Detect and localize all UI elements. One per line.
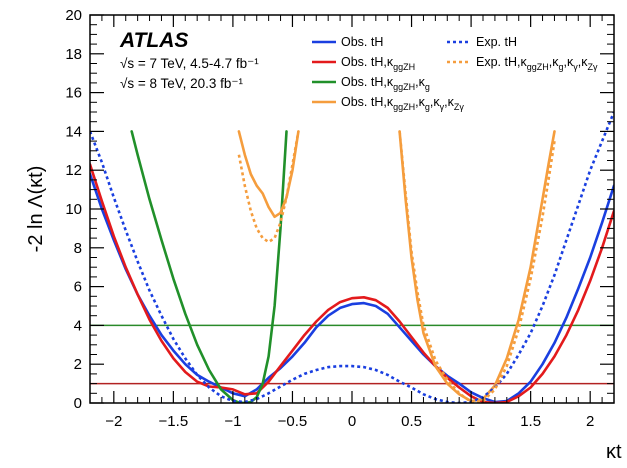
axis-ticks — [89, 14, 615, 404]
atlas-label: ATLAS — [119, 29, 188, 52]
legend-entry-obs-th-ggzh: Obs. tH,κggZH — [312, 55, 415, 72]
legend-entry-exp-th: Exp. tH — [447, 35, 517, 49]
x-tick-label: 1.5 — [520, 413, 541, 430]
legend-entry-exp-th-ggzh-g-z: Exp. tH,κggZH,κg,κγ,κZγ — [447, 55, 598, 72]
series-line-obs-th-ggzh — [90, 163, 614, 403]
x-tick-label: 1 — [467, 413, 475, 430]
legend-label: Exp. tH — [476, 35, 517, 49]
legend-label: Obs. tH,κggZH,κg,κγ,κZγ — [341, 95, 464, 112]
y-tick-label: 4 — [74, 317, 82, 334]
legend: Obs. tH Obs. tH,κggZH Obs. tH,κggZH,κg Obs.… — [312, 35, 598, 112]
y-tick-label: 0 — [74, 395, 82, 412]
legend-label: Obs. tH — [341, 35, 383, 49]
y-tick-label: 18 — [65, 46, 82, 63]
series-line-exp-th-ggzh-g-z-part-1 — [237, 131, 300, 244]
x-tick-label: 0.5 — [401, 413, 422, 430]
series-line-exp-th — [90, 111, 614, 403]
x-axis-title: κt — [606, 441, 622, 463]
x-tick-label: −1.5 — [159, 413, 189, 430]
x-tick-label: −1 — [224, 413, 241, 430]
y-axis-title: -2 ln Λ(κt) — [25, 166, 47, 253]
energy-line-7tev: √s = 7 TeV, 4.5-4.7 fb⁻¹ — [120, 56, 259, 71]
energy-line-8tev: √s = 8 TeV, 20.3 fb⁻¹ — [120, 76, 243, 91]
y-tick-label: 10 — [65, 201, 82, 218]
legend-entry-obs-th-ggzh-g-z: Obs. tH,κggZH,κg,κγ,κZγ — [312, 95, 464, 112]
plot-area — [89, 14, 615, 404]
series-line-obs-th-ggzh-g-z-part-1 — [237, 130, 300, 219]
y-tick-label: 6 — [74, 279, 82, 296]
reference-lines — [90, 324, 614, 385]
x-tick-label: 0 — [348, 413, 356, 430]
legend-entry-obs-th-ggzh-g: Obs. tH,κggZH,κg — [312, 75, 430, 92]
y-tick-label: 12 — [65, 162, 82, 179]
legend-label: Exp. tH,κggZH,κg,κγ,κZγ — [476, 55, 598, 72]
x-tick-label: −0.5 — [278, 413, 308, 430]
legend-entry-obs-th: Obs. tH — [312, 35, 383, 49]
y-tick-label: 2 — [74, 356, 82, 373]
legend-label: Obs. tH,κggZH,κg — [341, 75, 430, 92]
x-tick-label: −2 — [105, 413, 122, 430]
series-line-obs-th — [90, 172, 614, 403]
y-tick-label: 14 — [65, 123, 82, 140]
y-tick-label: 16 — [65, 85, 82, 102]
y-tick-label: 8 — [74, 240, 82, 257]
legend-label: Obs. tH,κggZH — [341, 55, 415, 72]
y-tick-label: 20 — [65, 7, 82, 24]
x-tick-label: 2 — [586, 413, 594, 430]
